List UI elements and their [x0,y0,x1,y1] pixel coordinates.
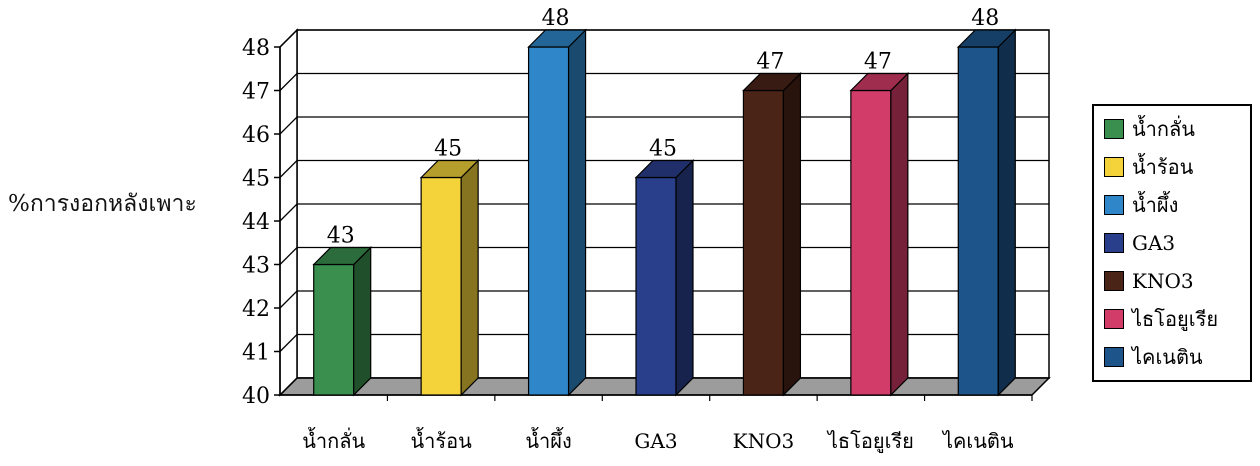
legend-swatch [1104,119,1124,139]
bar [741,72,802,397]
bars [312,28,1017,397]
legend-label: น้ำผึ้ง [1132,193,1179,217]
y-tick-label: 42 [242,297,270,322]
bar-top [527,29,588,48]
legend-label: ไธโอยูเรีย [1132,307,1219,331]
data-label: 48 [971,6,999,31]
data-label: 47 [864,50,892,75]
x-tick-label: น้ำร้อน [410,427,472,453]
bar-front [957,46,999,396]
bar-front [420,176,462,396]
bar [312,246,373,397]
legend-label: GA3 [1132,231,1176,255]
bar [956,28,1017,397]
bar-top [849,72,910,92]
legend-swatch [1104,195,1124,215]
bar-side [890,72,909,397]
y-tick-label: 47 [242,80,270,105]
y-tick-label: 48 [242,36,270,61]
legend-swatch [1104,233,1124,253]
legend-item: ไธโอยูเรีย [1104,304,1218,334]
bar [634,159,695,397]
legend-item: น้ำกลั่น [1104,114,1195,144]
bar-front [313,263,355,396]
y-tick-label: 41 [242,341,270,366]
y-tick-labels: 40 41 42 43 44 45 46 47 48 [242,36,270,409]
legend-swatch [1104,157,1124,177]
bar-top [312,246,373,266]
legend-swatch [1104,271,1124,291]
bar-front [635,176,677,396]
legend-item: ไคเนติน [1104,342,1203,372]
y-tick-label: 44 [242,210,270,235]
bar [527,28,588,397]
y-tick-label: 45 [242,167,270,192]
bar [849,72,910,397]
bar-top [419,159,480,179]
legend-label: น้ำกลั่น [1132,117,1195,141]
legend-swatch [1104,347,1124,367]
legend-item: KNO3 [1104,266,1194,296]
y-tick-label: 46 [242,123,270,148]
y-tick-label: 40 [242,384,270,409]
bar-front [527,46,570,396]
y-axis-label: %การงอกหลังเพาะ [8,191,197,217]
bar-side [675,159,694,397]
x-tick-label: ไธโอยูเรีย [826,429,914,454]
data-label: 47 [756,50,784,75]
bar-front [850,89,892,396]
x-tick-label: KNO3 [733,429,795,453]
legend-label: น้ำร้อน [1132,155,1194,179]
data-labels: 43 45 48 45 47 47 48 [327,6,1000,249]
gridline [279,29,1049,48]
data-label: 45 [649,137,677,162]
x-tick-label: น้ำผึ้ง [525,427,571,453]
legend-item: GA3 [1104,228,1175,258]
bar-top [956,29,1017,48]
x-tick-label: ไคเนติน [941,429,1014,453]
bar-side [353,246,372,397]
bar-front [742,89,785,396]
legend-label: KNO3 [1132,269,1194,293]
bar-side [782,72,802,397]
data-label: 48 [542,6,570,31]
x-tick-labels: น้ำกลั่น น้ำร้อน น้ำผึ้ง GA3 KNO3 ไธโอยูเรีย ไ… [302,427,1014,454]
bar-top [741,72,802,92]
bar-top [634,159,695,179]
data-label: 43 [327,224,355,249]
data-label: 45 [434,137,462,162]
bar-side [460,159,479,397]
x-tick-label: น้ำกลั่น [302,427,365,453]
legend-item: น้ำร้อน [1104,152,1193,182]
x-tick-label: GA3 [634,429,677,453]
bar-side [567,28,587,397]
bar-side [997,28,1016,397]
legend: น้ำกลั่น น้ำร้อน น้ำผึ้ง GA3 KNO3 ไธโอยู… [1092,104,1252,382]
bar [419,159,480,397]
legend-label: ไคเนติน [1132,345,1203,369]
y-tick-label: 43 [242,254,270,279]
legend-item: น้ำผึ้ง [1104,190,1178,220]
legend-swatch [1104,309,1124,329]
